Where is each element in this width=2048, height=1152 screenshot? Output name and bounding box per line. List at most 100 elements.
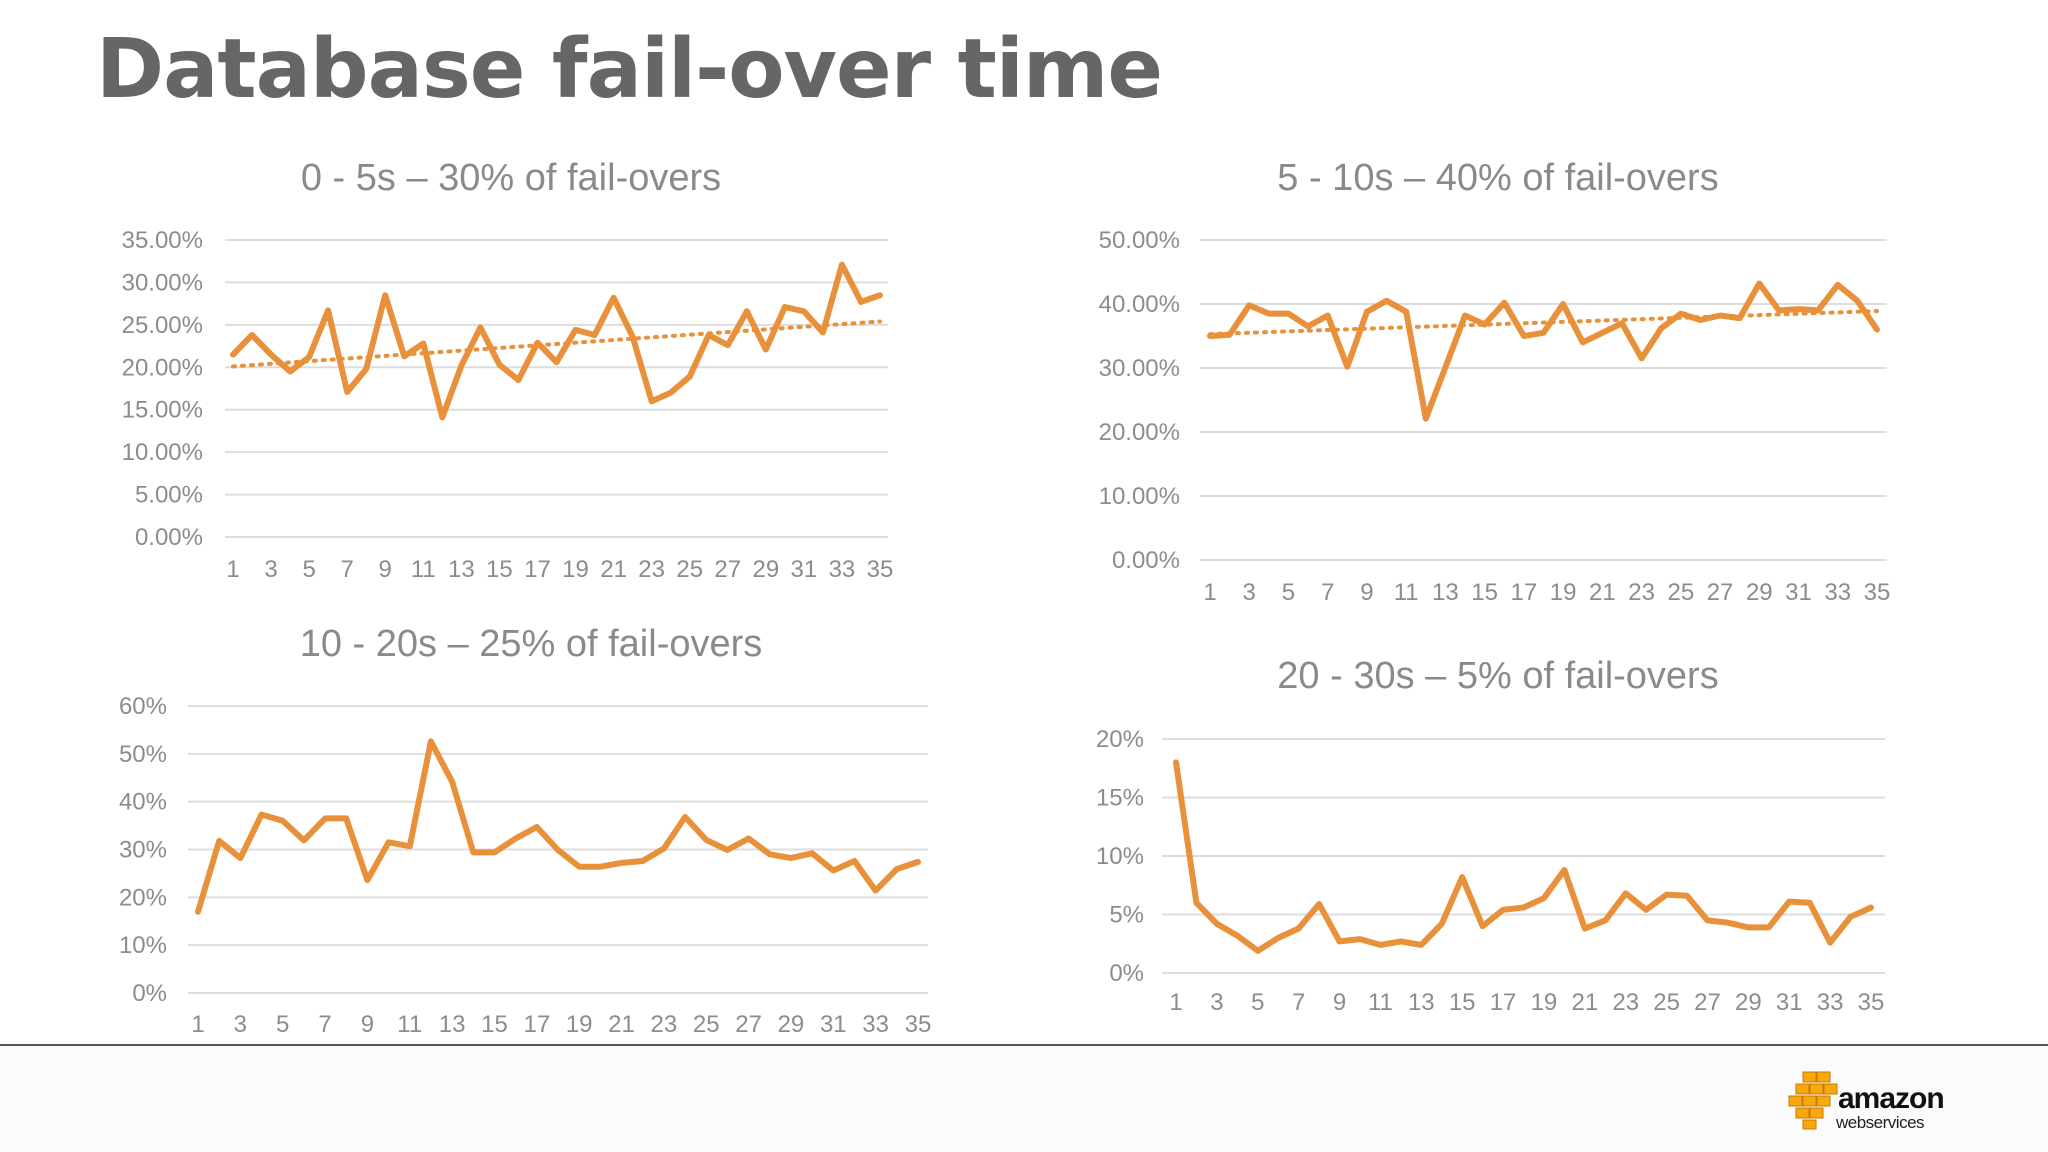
x-tick-label: 19 bbox=[1531, 989, 1558, 1016]
x-tick-label: 11 bbox=[1394, 579, 1419, 606]
x-tick-label: 21 bbox=[600, 556, 627, 583]
y-tick-label: 30% bbox=[119, 837, 167, 864]
y-tick-label: 10.00% bbox=[122, 439, 203, 466]
x-tick-label: 25 bbox=[676, 556, 703, 583]
x-tick-label: 13 bbox=[448, 556, 475, 583]
aws-cubes-icon bbox=[1788, 1071, 1838, 1130]
y-tick-label: 15% bbox=[1096, 785, 1144, 812]
y-tick-label: 15.00% bbox=[122, 397, 203, 424]
x-tick-label: 11 bbox=[411, 556, 436, 583]
x-tick-label: 15 bbox=[481, 1011, 508, 1038]
y-tick-label: 20.00% bbox=[1099, 419, 1180, 446]
x-tick-label: 21 bbox=[1589, 579, 1616, 606]
x-tick-label: 15 bbox=[1471, 579, 1498, 606]
x-tick-label: 3 bbox=[264, 556, 277, 583]
y-tick-label: 40.00% bbox=[1099, 291, 1180, 318]
x-tick-label: 11 bbox=[397, 1011, 422, 1038]
y-tick-label: 40% bbox=[119, 789, 167, 816]
x-tick-label: 19 bbox=[566, 1011, 593, 1038]
y-tick-label: 20.00% bbox=[122, 354, 203, 381]
y-tick-label: 60% bbox=[119, 693, 167, 720]
x-tick-label: 1 bbox=[191, 1011, 204, 1038]
y-tick-label: 10% bbox=[119, 932, 167, 959]
x-tick-label: 27 bbox=[1694, 989, 1721, 1016]
x-tick-label: 25 bbox=[693, 1011, 720, 1038]
x-tick-label: 29 bbox=[778, 1011, 805, 1038]
y-tick-label: 35.00% bbox=[122, 227, 203, 254]
x-tick-label: 31 bbox=[1776, 989, 1803, 1016]
y-tick-label: 10% bbox=[1096, 843, 1144, 870]
y-tick-label: 30.00% bbox=[1099, 355, 1180, 382]
x-tick-label: 13 bbox=[1432, 579, 1459, 606]
x-tick-label: 35 bbox=[905, 1011, 932, 1038]
x-tick-label: 33 bbox=[829, 556, 856, 583]
x-tick-label: 17 bbox=[524, 556, 551, 583]
x-tick-label: 5 bbox=[1251, 989, 1264, 1016]
x-tick-label: 19 bbox=[1550, 579, 1577, 606]
y-tick-label: 20% bbox=[119, 884, 167, 911]
x-tick-label: 19 bbox=[562, 556, 589, 583]
chart-title: 20 - 30s – 5% of fail-overs bbox=[1277, 655, 1718, 697]
x-tick-label: 17 bbox=[1490, 989, 1517, 1016]
x-tick-label: 5 bbox=[302, 556, 315, 583]
series-line bbox=[230, 261, 883, 421]
x-tick-label: 27 bbox=[735, 1011, 762, 1038]
y-tick-label: 5% bbox=[1109, 902, 1144, 929]
series-line bbox=[1173, 759, 1874, 954]
x-tick-label: 17 bbox=[523, 1011, 550, 1038]
x-tick-label: 33 bbox=[1817, 989, 1844, 1016]
x-tick-label: 27 bbox=[1707, 579, 1734, 606]
x-tick-label: 21 bbox=[608, 1011, 635, 1038]
footer-background bbox=[0, 1046, 2048, 1152]
x-tick-label: 3 bbox=[1210, 989, 1223, 1016]
x-tick-label: 29 bbox=[1735, 989, 1762, 1016]
series-line bbox=[1207, 280, 1880, 422]
x-tick-label: 35 bbox=[1858, 989, 1885, 1016]
x-tick-label: 9 bbox=[1360, 579, 1373, 606]
y-tick-label: 0.00% bbox=[1112, 547, 1180, 574]
y-tick-label: 0.00% bbox=[135, 524, 203, 551]
y-tick-label: 50% bbox=[119, 741, 167, 768]
x-tick-label: 31 bbox=[791, 556, 818, 583]
x-tick-label: 3 bbox=[1243, 579, 1256, 606]
y-tick-label: 50.00% bbox=[1099, 227, 1180, 254]
slide-title: Database fail-over time bbox=[96, 22, 1163, 117]
x-tick-label: 17 bbox=[1511, 579, 1538, 606]
x-tick-label: 1 bbox=[1203, 579, 1216, 606]
x-tick-label: 7 bbox=[1321, 579, 1334, 606]
x-tick-label: 9 bbox=[361, 1011, 374, 1038]
x-tick-label: 15 bbox=[486, 556, 513, 583]
chart-title: 10 - 20s – 25% of fail-overs bbox=[300, 623, 763, 665]
series-line bbox=[195, 738, 921, 915]
x-tick-label: 5 bbox=[276, 1011, 289, 1038]
x-tick-label: 11 bbox=[1368, 989, 1393, 1016]
x-tick-label: 31 bbox=[1785, 579, 1812, 606]
x-tick-label: 7 bbox=[1292, 989, 1305, 1016]
footer-divider bbox=[0, 1044, 2048, 1046]
chart-title: 5 - 10s – 40% of fail-overs bbox=[1277, 157, 1718, 199]
x-tick-label: 25 bbox=[1667, 579, 1694, 606]
x-tick-label: 23 bbox=[1612, 989, 1639, 1016]
x-tick-label: 1 bbox=[226, 556, 239, 583]
chart-title: 0 - 5s – 30% of fail-overs bbox=[301, 157, 721, 199]
y-tick-label: 0% bbox=[1109, 960, 1144, 987]
x-tick-label: 23 bbox=[651, 1011, 678, 1038]
x-tick-label: 23 bbox=[1628, 579, 1655, 606]
x-tick-label: 27 bbox=[714, 556, 741, 583]
x-tick-label: 15 bbox=[1449, 989, 1476, 1016]
x-tick-label: 7 bbox=[340, 556, 353, 583]
x-tick-label: 9 bbox=[1333, 989, 1346, 1016]
x-tick-label: 35 bbox=[867, 556, 894, 583]
y-tick-label: 5.00% bbox=[135, 482, 203, 509]
x-tick-label: 31 bbox=[820, 1011, 847, 1038]
y-tick-label: 20% bbox=[1096, 726, 1144, 753]
x-tick-label: 35 bbox=[1864, 579, 1891, 606]
x-tick-label: 29 bbox=[752, 556, 779, 583]
x-tick-label: 13 bbox=[1408, 989, 1435, 1016]
x-tick-label: 33 bbox=[862, 1011, 889, 1038]
y-tick-label: 0% bbox=[132, 980, 167, 1007]
